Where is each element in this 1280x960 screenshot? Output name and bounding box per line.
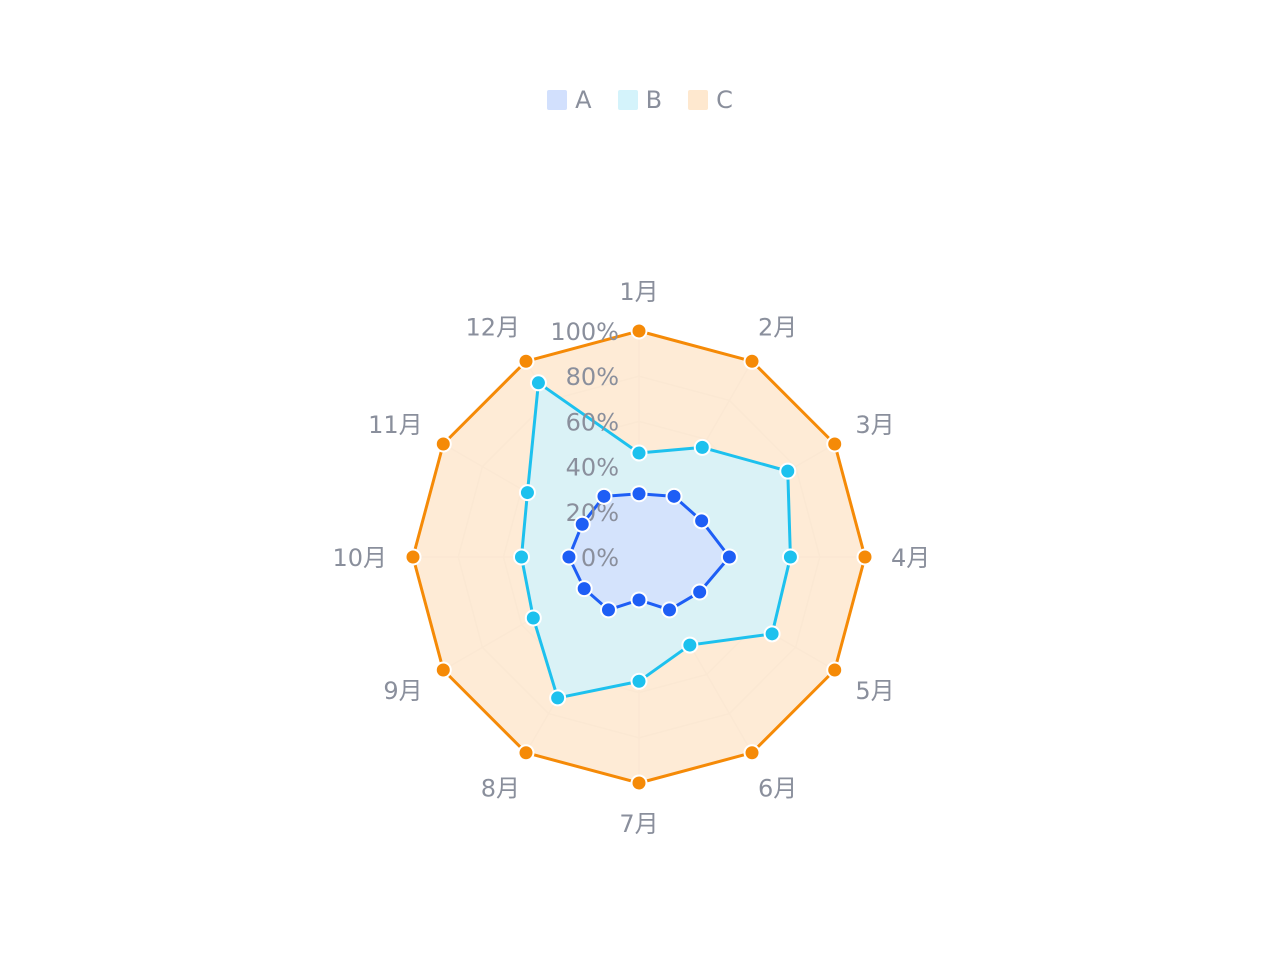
data-point-a[interactable] [575, 580, 593, 598]
legend-item-c[interactable]: C [688, 86, 733, 114]
data-point-a[interactable] [595, 487, 613, 505]
radial-tick-label: 100% [550, 318, 619, 346]
category-label: 7月 [619, 810, 658, 838]
category-label: 4月 [891, 544, 930, 572]
legend-item-a[interactable]: A [547, 86, 592, 114]
legend-swatch-b [617, 90, 638, 110]
series-points [404, 322, 874, 792]
legend-label-a: A [575, 86, 592, 114]
category-label: 10月 [332, 544, 387, 572]
series-areas [411, 329, 867, 785]
radial-tick-label: 80% [566, 363, 619, 391]
data-point-a[interactable] [560, 548, 578, 566]
data-point-b[interactable] [524, 609, 542, 627]
data-point-b[interactable] [630, 672, 648, 690]
data-point-a[interactable] [691, 583, 709, 601]
legend-swatch-a [547, 90, 568, 110]
radial-tick-label: 40% [566, 454, 619, 482]
data-point-c[interactable] [517, 744, 535, 762]
radial-tick-label: 0% [581, 544, 619, 572]
data-point-b[interactable] [630, 444, 648, 462]
data-point-a[interactable] [630, 485, 648, 503]
data-point-c[interactable] [743, 352, 761, 370]
data-point-b[interactable] [693, 438, 711, 456]
category-label: 3月 [855, 411, 894, 439]
category-label: 1月 [619, 278, 658, 306]
data-point-a[interactable] [665, 487, 683, 505]
data-point-a[interactable] [599, 601, 617, 619]
radial-tick-label: 60% [566, 408, 619, 436]
data-point-a[interactable] [630, 591, 648, 609]
category-label: 6月 [758, 774, 797, 802]
legend-item-b[interactable]: B [617, 86, 663, 114]
category-label: 8月 [481, 774, 520, 802]
data-point-b[interactable] [549, 689, 567, 707]
data-point-c[interactable] [743, 744, 761, 762]
data-point-c[interactable] [404, 548, 422, 566]
category-label: 12月 [465, 314, 520, 342]
legend-label-b: B [645, 86, 663, 114]
data-point-c[interactable] [856, 548, 874, 566]
data-point-b[interactable] [781, 548, 799, 566]
data-point-c[interactable] [434, 435, 452, 453]
category-label: 2月 [758, 314, 797, 342]
category-label: 11月 [368, 411, 423, 439]
data-point-c[interactable] [630, 322, 648, 340]
data-point-a[interactable] [693, 512, 711, 530]
data-point-a[interactable] [720, 548, 738, 566]
data-point-b[interactable] [681, 636, 699, 654]
data-point-c[interactable] [826, 435, 844, 453]
data-point-b[interactable] [763, 625, 781, 643]
category-label: 5月 [855, 677, 894, 705]
legend-swatch-c [688, 90, 709, 110]
data-point-c[interactable] [434, 661, 452, 679]
category-label: 9月 [383, 677, 422, 705]
legend: A B C [0, 86, 1280, 114]
data-point-c[interactable] [630, 774, 648, 792]
legend-label-c: C [716, 86, 733, 114]
data-point-a[interactable] [661, 601, 679, 619]
data-point-c[interactable] [517, 352, 535, 370]
category-labels: 1月 2月 3月 4月 5月 6月 7月 8月 9月 10月 11月 12月 [332, 278, 930, 838]
radial-tick-label: 20% [566, 499, 619, 527]
data-point-c[interactable] [826, 661, 844, 679]
data-point-a[interactable] [573, 515, 591, 533]
data-point-b[interactable] [779, 462, 797, 480]
data-point-b[interactable] [512, 548, 530, 566]
data-point-b[interactable] [529, 374, 547, 392]
data-point-b[interactable] [518, 484, 536, 502]
